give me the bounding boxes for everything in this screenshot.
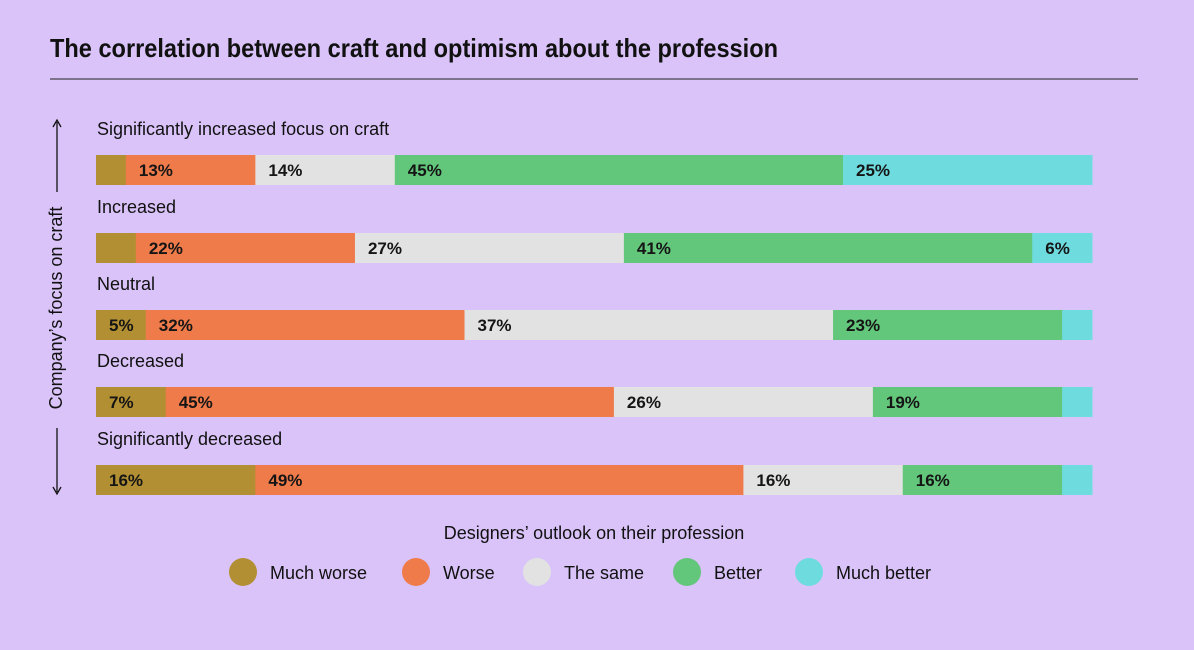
bar-row: Increased 22% 27% 41% 6%	[96, 197, 1093, 263]
data-label: 41%	[637, 239, 671, 258]
up-arrow-head-icon	[52, 118, 62, 128]
data-label: 26%	[627, 393, 661, 412]
data-label: 14%	[268, 161, 302, 180]
data-label: 27%	[368, 239, 402, 258]
bar-segment-much-better	[843, 155, 1093, 185]
category-label: Significantly increased focus on craft	[97, 119, 389, 139]
bar-row: Decreased 7% 45% 26% 19%	[96, 351, 1093, 417]
bar-segment-worse	[135, 233, 356, 263]
legend-label: Worse	[443, 563, 495, 583]
data-label: 23%	[846, 316, 880, 335]
legend-item: The same	[523, 558, 644, 586]
chart-title: The correlation between craft and optimi…	[50, 33, 778, 63]
bar-segment-worse	[255, 465, 744, 495]
legend-label: Better	[714, 563, 762, 583]
legend-item: Much better	[795, 558, 931, 586]
y-axis-label: Company’s focus on craft	[46, 207, 66, 410]
data-label: 19%	[886, 393, 920, 412]
legend-swatch	[229, 558, 257, 586]
legend-item: Much worse	[229, 558, 367, 586]
y-axis-arrows	[52, 118, 62, 496]
bar-segment-better	[902, 465, 1063, 495]
bar-segment-better	[833, 310, 1063, 340]
legend-label: Much better	[836, 563, 931, 583]
bar-segment-better	[872, 387, 1063, 417]
data-label: 45%	[179, 393, 213, 412]
bar-segment-much-worse	[96, 233, 137, 263]
bar-segment-worse	[165, 387, 615, 417]
bar-segment-better	[623, 233, 1033, 263]
legend-swatch	[402, 558, 430, 586]
bar-segment-much-worse	[96, 387, 167, 417]
data-label: 5%	[109, 316, 134, 335]
legend-label: The same	[564, 563, 644, 583]
bar-rows: Significantly increased focus on craft 13…	[96, 119, 1093, 495]
data-label: 16%	[756, 471, 790, 490]
data-label: 6%	[1045, 239, 1070, 258]
bar-segment-much-better	[1062, 465, 1093, 495]
data-label: 7%	[109, 393, 134, 412]
legend-item: Better	[673, 558, 762, 586]
category-label: Decreased	[97, 351, 184, 371]
legend-swatch	[795, 558, 823, 586]
legend-label: Much worse	[270, 563, 367, 583]
bar-row: Significantly increased focus on craft 13…	[96, 119, 1093, 185]
bar-segment-the-same	[464, 310, 834, 340]
bar-segment-worse	[125, 155, 256, 185]
data-label: 16%	[916, 471, 950, 490]
down-arrow-head-icon	[52, 486, 62, 496]
bar-segment-the-same	[255, 155, 396, 185]
x-axis-label: Designers’ outlook on their profession	[444, 523, 745, 543]
data-label: 49%	[268, 471, 302, 490]
legend: Much worse Worse The same Better Much better	[229, 558, 931, 586]
legend-swatch	[523, 558, 551, 586]
bar-segment-worse	[145, 310, 466, 340]
bar-segment-better	[394, 155, 844, 185]
data-label: 22%	[149, 239, 183, 258]
bar-row: Neutral 5% 32% 37% 23%	[96, 274, 1093, 340]
data-label: 16%	[109, 471, 143, 490]
legend-item: Worse	[402, 558, 495, 586]
bar-segment-the-same	[613, 387, 874, 417]
legend-swatch	[673, 558, 701, 586]
bar-row: Significantly decreased 16% 49% 16% 16%	[96, 429, 1093, 495]
bar-segment-much-better	[1062, 387, 1093, 417]
category-label: Significantly decreased	[97, 429, 282, 449]
bar-segment-the-same	[354, 233, 625, 263]
category-label: Increased	[97, 197, 176, 217]
bar-segment-much-worse	[96, 465, 256, 495]
bar-segment-much-better	[1062, 310, 1093, 340]
data-label: 37%	[478, 316, 512, 335]
data-label: 32%	[159, 316, 193, 335]
data-label: 13%	[139, 161, 173, 180]
data-label: 45%	[408, 161, 442, 180]
bar-segment-much-worse	[96, 310, 147, 340]
category-label: Neutral	[97, 274, 155, 294]
data-label: 25%	[856, 161, 890, 180]
bar-segment-the-same	[743, 465, 904, 495]
bar-segment-much-worse	[96, 155, 127, 185]
bar-segment-much-better	[1032, 233, 1093, 263]
